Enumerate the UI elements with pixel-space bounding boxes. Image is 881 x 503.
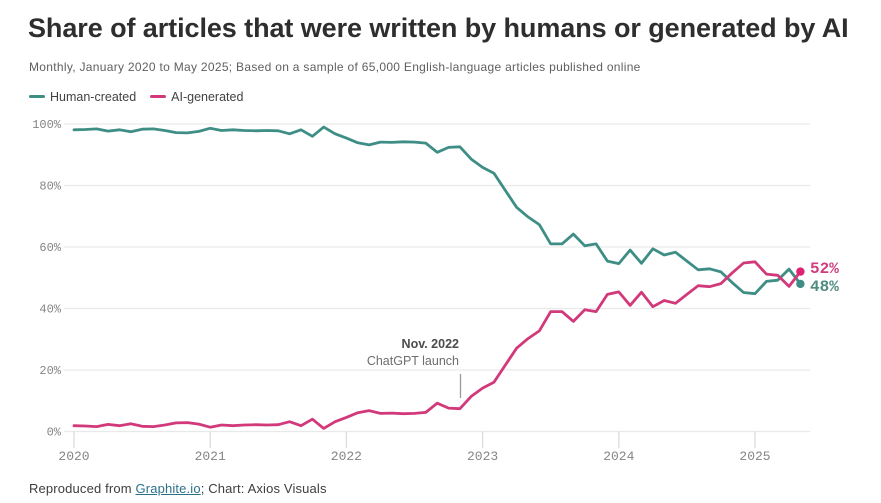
svg-text:2024: 2024	[603, 449, 634, 464]
svg-text:40%: 40%	[39, 303, 61, 317]
svg-text:2021: 2021	[195, 449, 226, 464]
svg-text:80%: 80%	[39, 180, 61, 194]
svg-text:0%: 0%	[47, 426, 62, 440]
svg-text:60%: 60%	[39, 241, 61, 255]
svg-text:2025: 2025	[739, 449, 770, 464]
svg-text:52%: 52%	[810, 260, 839, 278]
svg-text:100%: 100%	[32, 118, 62, 132]
svg-text:Nov. 2022: Nov. 2022	[402, 337, 459, 351]
svg-text:20%: 20%	[39, 364, 61, 378]
svg-text:ChatGPT launch: ChatGPT launch	[367, 354, 459, 368]
svg-text:2020: 2020	[58, 449, 89, 464]
svg-text:48%: 48%	[810, 278, 839, 296]
svg-text:2023: 2023	[467, 449, 498, 464]
svg-text:2022: 2022	[331, 449, 362, 464]
